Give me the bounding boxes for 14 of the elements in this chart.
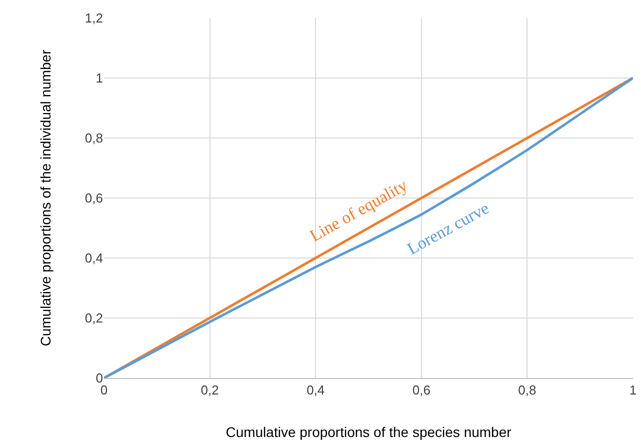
y-tick-label: 1,2: [84, 10, 103, 26]
x-tick-label: 0,2: [200, 382, 219, 398]
x-tick-label: 1: [629, 382, 637, 398]
y-axis-title: Cumulative proportions of the individual number: [38, 49, 54, 346]
y-tick-label: 0,4: [84, 250, 103, 266]
x-tick-label: 0,6: [412, 382, 430, 398]
x-tick-label: 0,4: [306, 382, 325, 398]
y-tick-label: 1: [96, 70, 103, 86]
y-tick-label: 0,2: [84, 310, 103, 326]
y-tick-label: 0,6: [84, 190, 103, 206]
y-tick-label: 0,8: [84, 130, 103, 146]
y-tick-label: 0: [96, 370, 103, 386]
x-axis-title: Cumulative proportions of the species number: [226, 424, 512, 440]
x-tick-label: 0,8: [518, 382, 536, 398]
